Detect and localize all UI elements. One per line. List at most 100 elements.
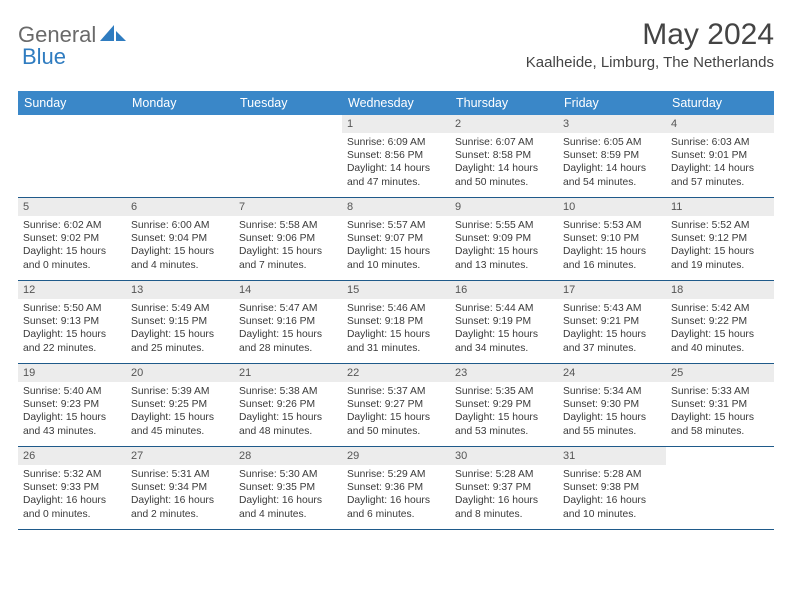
sunrise-text: Sunrise: 6:00 AM [131,219,229,232]
day-cell: 26Sunrise: 5:32 AMSunset: 9:33 PMDayligh… [18,447,126,529]
sunset-text: Sunset: 9:35 PM [239,481,337,494]
sunset-text: Sunset: 9:30 PM [563,398,661,411]
sunrise-text: Sunrise: 5:57 AM [347,219,445,232]
daylight-text: Daylight: 14 hours and 50 minutes. [455,162,553,188]
daylight-text: Daylight: 15 hours and 50 minutes. [347,411,445,437]
day-number: 16 [450,281,558,299]
daylight-text: Daylight: 15 hours and 19 minutes. [671,245,769,271]
day-number: 3 [558,115,666,133]
location-text: Kaalheide, Limburg, The Netherlands [526,54,774,71]
sunrise-text: Sunrise: 5:43 AM [563,302,661,315]
daylight-text: Daylight: 16 hours and 8 minutes. [455,494,553,520]
sunrise-text: Sunrise: 5:58 AM [239,219,337,232]
day-cell: 12Sunrise: 5:50 AMSunset: 9:13 PMDayligh… [18,281,126,363]
daylight-text: Daylight: 15 hours and 13 minutes. [455,245,553,271]
logo-sail-icon [100,23,126,48]
sunset-text: Sunset: 9:26 PM [239,398,337,411]
sunrise-text: Sunrise: 6:07 AM [455,136,553,149]
daylight-text: Daylight: 15 hours and 40 minutes. [671,328,769,354]
brand-part2: Blue [22,44,66,70]
sunrise-text: Sunrise: 5:39 AM [131,385,229,398]
daylight-text: Daylight: 15 hours and 22 minutes. [23,328,121,354]
week-row: 26 Sunrise: 5:32 AMSunset: 9:33 PM Dayligh… [18,447,774,530]
day-number: 8 [342,198,450,216]
sunrise-text: Sunrise: 5:28 AM [563,468,661,481]
day-cell: 15Sunrise: 5:46 AMSunset: 9:18 PMDayligh… [342,281,450,363]
day-number: 22 [342,364,450,382]
sunset-text: Sunset: 9:01 PM [671,149,769,162]
day-cell: 19Sunrise: 5:40 AMSunset: 9:23 PMDayligh… [18,364,126,446]
sunset-text: Sunset: 9:02 PM [23,232,121,245]
day-number: 26 [18,447,126,465]
day-cell [18,115,126,197]
daylight-text: Daylight: 16 hours and 6 minutes. [347,494,445,520]
daylight-text: Daylight: 16 hours and 4 minutes. [239,494,337,520]
sunset-text: Sunset: 9:10 PM [563,232,661,245]
sunset-text: Sunset: 9:36 PM [347,481,445,494]
sunrise-text: Sunrise: 5:31 AM [131,468,229,481]
sunset-text: Sunset: 9:16 PM [239,315,337,328]
sunrise-text: Sunrise: 5:49 AM [131,302,229,315]
daylight-text: Daylight: 15 hours and 16 minutes. [563,245,661,271]
sunrise-text: Sunrise: 6:03 AM [671,136,769,149]
day-number: 12 [18,281,126,299]
sunset-text: Sunset: 9:07 PM [347,232,445,245]
day-number: 31 [558,447,666,465]
sunrise-text: Sunrise: 5:42 AM [671,302,769,315]
daylight-text: Daylight: 14 hours and 54 minutes. [563,162,661,188]
day-cell: 6Sunrise: 6:00 AMSunset: 9:04 PMDaylight… [126,198,234,280]
sunrise-text: Sunrise: 6:02 AM [23,219,121,232]
day-cell: 5Sunrise: 6:02 AMSunset: 9:02 PMDaylight… [18,198,126,280]
sunrise-text: Sunrise: 5:35 AM [455,385,553,398]
sunrise-text: Sunrise: 5:30 AM [239,468,337,481]
calendar: SundayMondayTuesdayWednesdayThursdayFrid… [18,91,774,530]
sunset-text: Sunset: 9:27 PM [347,398,445,411]
daylight-text: Daylight: 15 hours and 37 minutes. [563,328,661,354]
day-number: 9 [450,198,558,216]
day-number: 2 [450,115,558,133]
week-row: 5 Sunrise: 6:02 AMSunset: 9:02 PM Daylight… [18,198,774,281]
day-number: 4 [666,115,774,133]
day-number: 29 [342,447,450,465]
sunrise-text: Sunrise: 5:38 AM [239,385,337,398]
day-number: 27 [126,447,234,465]
sunset-text: Sunset: 9:19 PM [455,315,553,328]
day-number: 15 [342,281,450,299]
sunrise-text: Sunrise: 5:40 AM [23,385,121,398]
day-cell: 13Sunrise: 5:49 AMSunset: 9:15 PMDayligh… [126,281,234,363]
daylight-text: Daylight: 15 hours and 25 minutes. [131,328,229,354]
day-cell: 8 Sunrise: 5:57 AMSunset: 9:07 PMDaylight… [342,198,450,280]
daylight-text: Daylight: 15 hours and 55 minutes. [563,411,661,437]
daylight-text: Daylight: 15 hours and 43 minutes. [23,411,121,437]
sunset-text: Sunset: 9:12 PM [671,232,769,245]
daylight-text: Daylight: 14 hours and 57 minutes. [671,162,769,188]
day-cell: 9Sunrise: 5:55 AMSunset: 9:09 PMDaylight… [450,198,558,280]
day-cell: 16Sunrise: 5:44 AMSunset: 9:19 PMDayligh… [450,281,558,363]
day-cell: 2 Sunrise: 6:07 AMSunset: 8:58 PMDaylight… [450,115,558,197]
day-header-saturday: Saturday [666,91,774,115]
day-number: 5 [18,198,126,216]
day-cell: 7Sunrise: 5:58 AMSunset: 9:06 PMDaylight… [234,198,342,280]
sunset-text: Sunset: 8:58 PM [455,149,553,162]
day-cell: 20Sunrise: 5:39 AMSunset: 9:25 PMDayligh… [126,364,234,446]
daylight-text: Daylight: 15 hours and 31 minutes. [347,328,445,354]
day-number: 14 [234,281,342,299]
sunrise-text: Sunrise: 5:55 AM [455,219,553,232]
day-cell [234,115,342,197]
day-cell: 27Sunrise: 5:31 AMSunset: 9:34 PMDayligh… [126,447,234,529]
day-cell [666,447,774,529]
day-header-thursday: Thursday [450,91,558,115]
sunset-text: Sunset: 9:33 PM [23,481,121,494]
month-title: May 2024 [526,18,774,52]
day-cell: 21Sunrise: 5:38 AMSunset: 9:26 PMDayligh… [234,364,342,446]
day-number: 11 [666,198,774,216]
day-cell: 30Sunrise: 5:28 AMSunset: 9:37 PMDayligh… [450,447,558,529]
sunrise-text: Sunrise: 5:44 AM [455,302,553,315]
sunset-text: Sunset: 9:37 PM [455,481,553,494]
day-cell: 11Sunrise: 5:52 AMSunset: 9:12 PMDayligh… [666,198,774,280]
day-number: 17 [558,281,666,299]
daylight-text: Daylight: 16 hours and 2 minutes. [131,494,229,520]
daylight-text: Daylight: 15 hours and 10 minutes. [347,245,445,271]
sunrise-text: Sunrise: 5:32 AM [23,468,121,481]
day-number: 30 [450,447,558,465]
